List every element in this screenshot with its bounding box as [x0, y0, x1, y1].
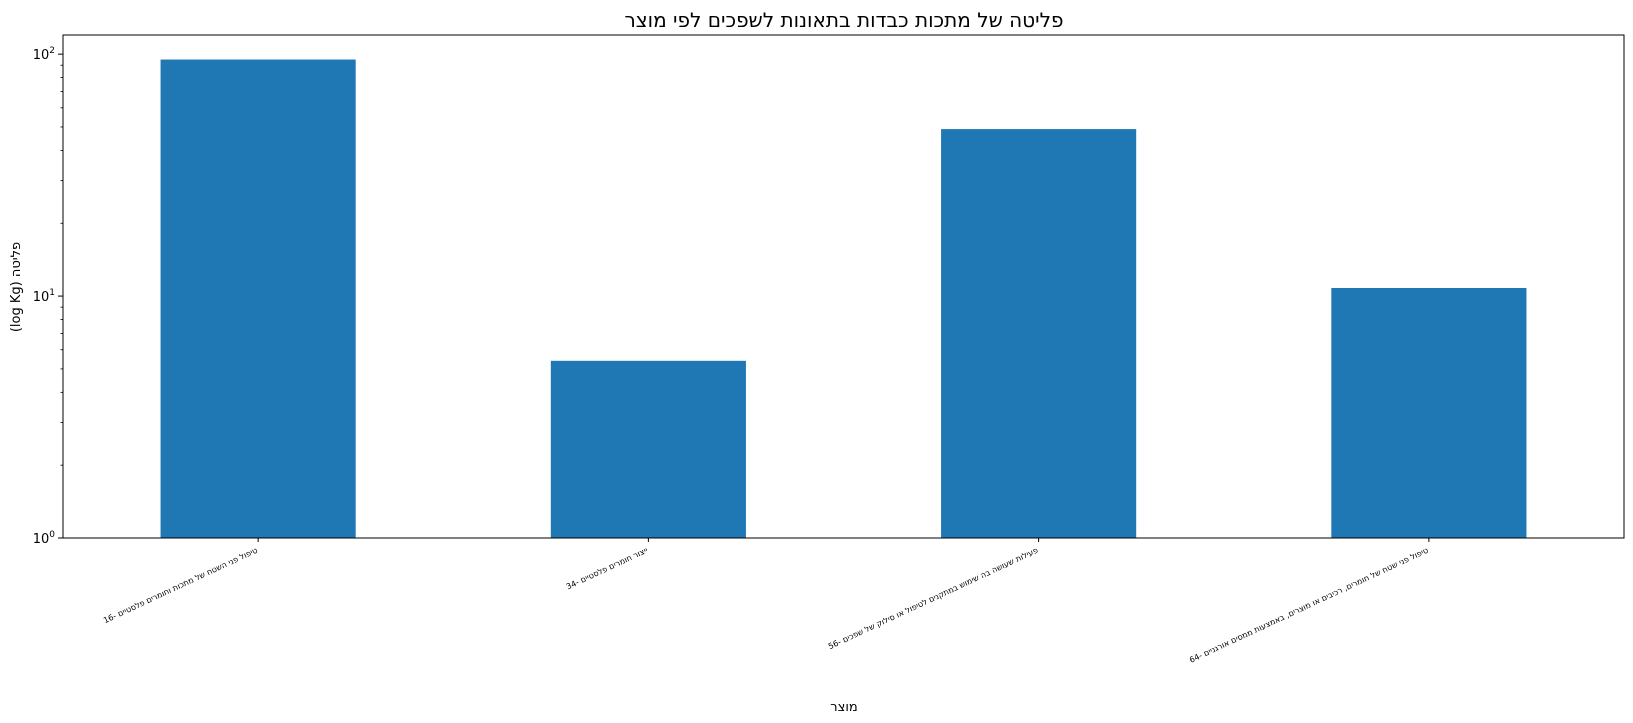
plot-frame — [62, 34, 1625, 539]
y-tick-label: 102 — [33, 46, 55, 63]
bar — [160, 59, 356, 538]
bar — [1331, 287, 1527, 538]
chart-title: פליטה של מתכות כבדות בתאונות לשפכים לפי … — [625, 8, 1064, 32]
x-axis: 16- טיפול פני השטח של מתכות וחומרים פלסט… — [102, 538, 1430, 665]
x-tick-label: 56- פעילות שעושה בה שימוש במתקנים לטיפול… — [827, 546, 1040, 651]
y-tick-label: 100 — [33, 530, 56, 547]
x-tick-label: 16- טיפול פני השטח של מתכות וחומרים פלסט… — [102, 546, 259, 626]
x-tick-label: 34- ייצור חומרים פלסטיים — [565, 546, 650, 592]
bars-layer — [160, 59, 1527, 538]
y-axis: 100 101 102 — [33, 46, 63, 547]
x-axis-label: מוצר — [830, 700, 857, 715]
y-tick-label: 101 — [33, 288, 55, 305]
x-tick-label: 64- טיפול פני שטח של חומרים, רכיבים או מ… — [1188, 546, 1430, 665]
bar — [941, 129, 1137, 538]
bar — [550, 360, 746, 538]
y-axis-label: (log Kg) פליטה — [9, 242, 24, 332]
